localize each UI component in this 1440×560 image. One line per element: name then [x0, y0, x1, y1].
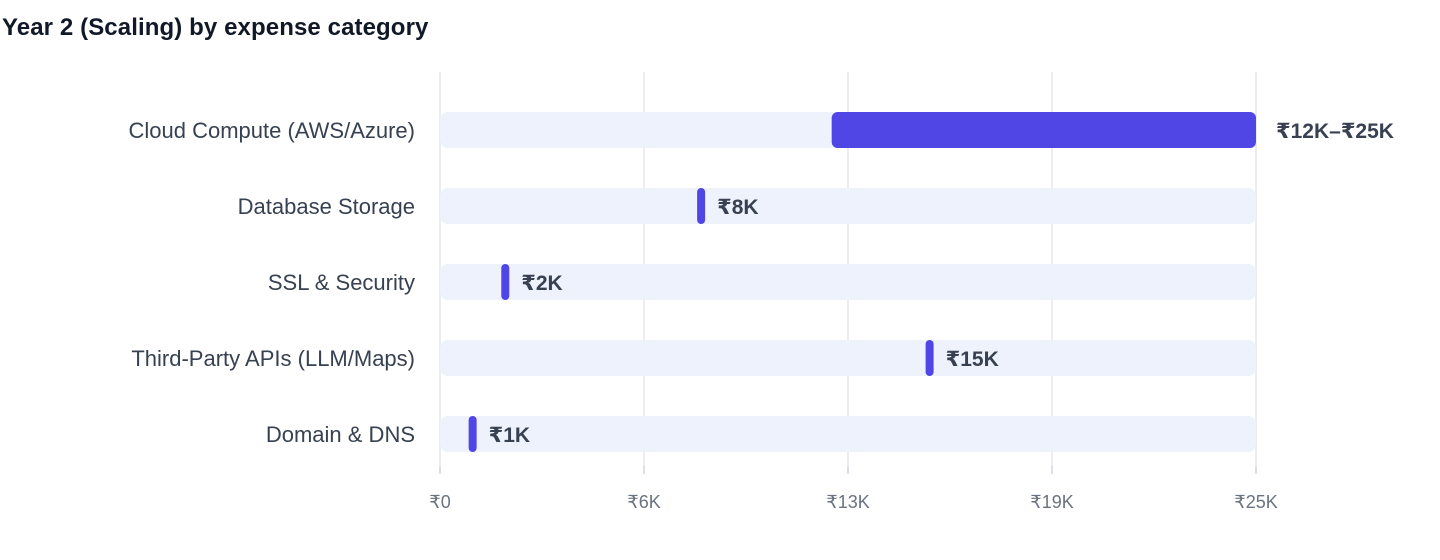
value-label: ₹1K: [489, 424, 530, 447]
x-tick-label: ₹0: [429, 492, 450, 512]
range-bar: [831, 112, 1256, 148]
range-bar: [925, 340, 934, 376]
bar-track: [440, 416, 1256, 452]
x-tick-label: ₹6K: [627, 492, 660, 512]
range-bar: [468, 416, 477, 452]
category-label: SSL & Security: [268, 270, 415, 295]
range-bar: [697, 188, 706, 224]
category-label: Database Storage: [238, 194, 415, 219]
value-label: ₹15K: [946, 348, 999, 371]
x-tick-label: ₹19K: [1030, 492, 1073, 512]
category-label: Third-Party APIs (LLM/Maps): [131, 346, 415, 371]
bar-track: [440, 340, 1256, 376]
category-label: Domain & DNS: [266, 422, 415, 447]
value-label: ₹12K–₹25K: [1276, 120, 1394, 143]
chart-title: Year 2 (Scaling) by expense category: [2, 14, 429, 41]
category-label: Cloud Compute (AWS/Azure): [128, 118, 415, 143]
x-tick-label: ₹25K: [1234, 492, 1277, 512]
x-tick-label: ₹13K: [826, 492, 869, 512]
value-label: ₹2K: [521, 272, 562, 295]
range-bar: [501, 264, 510, 300]
value-label: ₹8K: [717, 196, 758, 219]
bar-track: [440, 264, 1256, 300]
bar-track: [440, 188, 1256, 224]
